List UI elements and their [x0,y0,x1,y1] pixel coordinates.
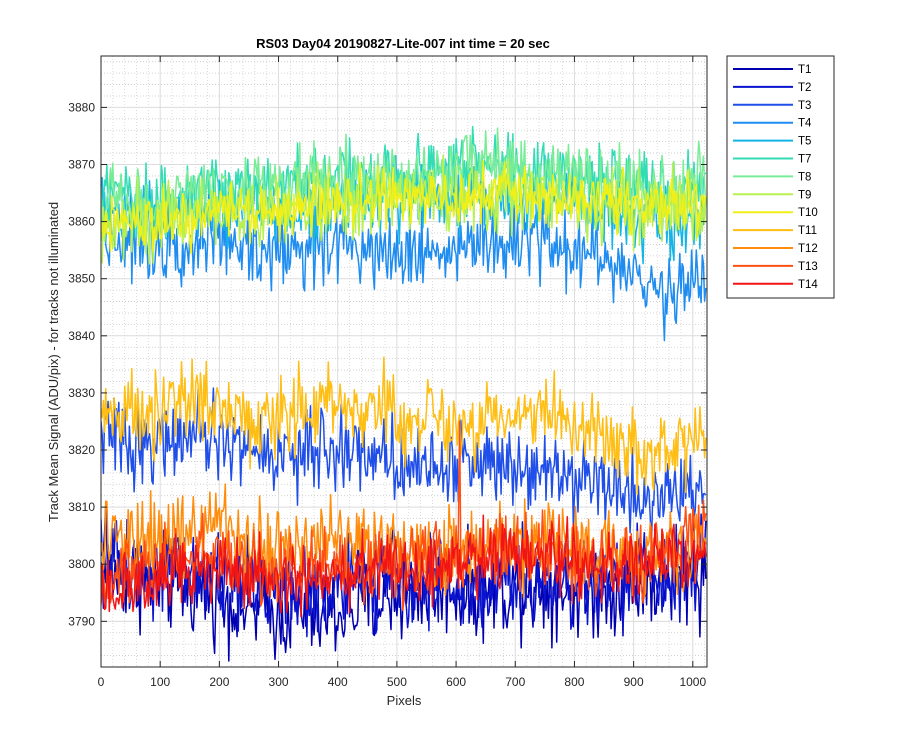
legend-label-t1: T1 [798,64,811,76]
y-tick-label: 3880 [68,100,95,114]
x-tick-label: 900 [624,675,644,689]
legend-label-t2: T2 [798,82,811,94]
x-tick-label: 700 [505,675,525,689]
y-axis-label: Track Mean Signal (ADU/pix) - for tracks… [46,202,61,522]
legend-label-t14: T14 [798,279,818,291]
legend-label-t8: T8 [798,171,811,183]
x-axis-label: Pixels [387,693,422,708]
y-tick-labels: 3790 3800 3810 3820 3830 3840 3850 3860 3870 3880 [68,100,95,628]
legend-label-t10: T10 [798,207,818,219]
x-tick-label: 1000 [679,675,706,689]
x-tick-label: 300 [269,675,289,689]
y-tick-label: 3860 [68,215,95,229]
axes-box [100,55,708,668]
x-tick-label: 600 [446,675,466,689]
series-line-t11 [101,356,707,496]
x-tick-label: 400 [328,675,348,689]
y-tick-label: 3790 [68,614,95,628]
y-tick-label: 3820 [68,443,95,457]
y-tick-label: 3830 [68,386,95,400]
legend-label-t13: T13 [798,261,818,273]
series-line-t14 [101,514,707,618]
x-tick-label: 100 [150,675,170,689]
x-tick-labels: 0 100 200 300 400 500 600 700 800 900 1000 [98,675,707,689]
series-layer [101,125,707,662]
tick-marks [100,56,707,667]
y-tick-label: 3800 [68,557,95,571]
y-tick-label: 3840 [68,329,95,343]
y-tick-label: 3850 [68,272,95,286]
series-line-t13 [101,420,707,612]
y-tick-label: 3810 [68,500,95,514]
plot-area: 0 100 200 300 400 500 600 700 800 900 1000 3790 380… [68,55,708,689]
legend-label-t3: T3 [798,100,811,112]
legend-label-t9: T9 [798,189,811,201]
x-tick-label: 800 [564,675,584,689]
legend: T1 T2 T3 T4 T5 T7 T8 T9 T10 T11 T12 T13 T14 [726,55,835,299]
series-line-t12 [101,483,707,599]
legend-label-t5: T5 [798,136,811,148]
series-line-t10 [101,160,707,255]
legend-label-t4: T4 [798,118,812,130]
x-tick-label: 0 [98,675,105,689]
legend-label-t11: T11 [798,225,817,237]
legend-entries: T1 T2 T3 T4 T5 T7 T8 T9 T10 T11 T12 T13 T14 [733,64,818,291]
x-tick-label: 200 [209,675,229,689]
legend-label-t7: T7 [798,154,811,166]
x-tick-label: 500 [387,675,407,689]
y-tick-label: 3870 [68,157,95,171]
chart-title: RS03 Day04 20190827-Lite-007 int time = … [256,36,550,51]
legend-label-t12: T12 [798,243,818,255]
